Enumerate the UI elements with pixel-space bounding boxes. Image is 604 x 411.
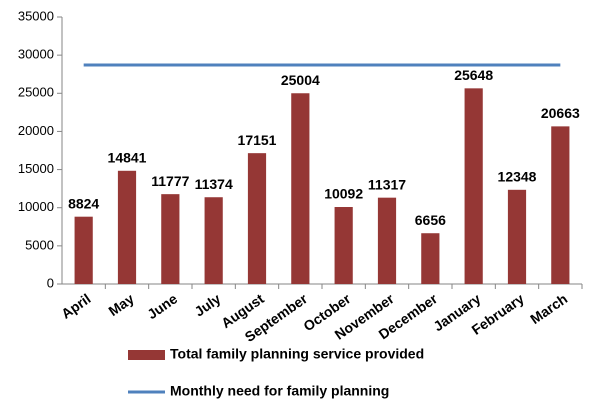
data-label: 11374	[195, 176, 233, 192]
bar	[204, 197, 223, 284]
data-label: 25004	[281, 72, 320, 88]
x-tick-label: May	[105, 290, 137, 319]
bar	[74, 216, 93, 284]
legend-label: Total family planning service provided	[170, 346, 424, 362]
data-label: 14841	[108, 149, 147, 165]
data-label: 11317	[368, 176, 406, 192]
x-tick-label: June	[144, 290, 180, 322]
y-tick-label: 5000	[25, 237, 54, 252]
bar	[291, 93, 310, 284]
bar	[247, 153, 267, 284]
data-label: 11777	[151, 173, 189, 189]
y-tick-label: 30000	[18, 47, 54, 62]
data-label: 20663	[541, 105, 580, 121]
y-tick-label: 25000	[18, 85, 54, 100]
data-label: 12348	[498, 169, 537, 185]
bar	[551, 126, 570, 285]
legend-label: Monthly need for family planning	[170, 383, 389, 399]
x-tick-label: March	[527, 290, 570, 327]
data-label: 17151	[238, 132, 277, 148]
y-tick-label: 15000	[18, 161, 54, 176]
y-tick-label: 20000	[18, 123, 54, 138]
x-tick-label: April	[58, 290, 93, 321]
data-label: 6656	[415, 212, 446, 228]
data-label: 8824	[68, 195, 99, 211]
y-tick-label: 35000	[18, 8, 54, 23]
bar	[161, 194, 180, 284]
data-label: 25648	[454, 67, 493, 83]
x-tick-label: July	[191, 290, 223, 319]
data-label: 10092	[324, 186, 363, 202]
y-tick-label: 0	[47, 275, 54, 290]
bar	[507, 189, 527, 284]
y-tick-label: 10000	[18, 199, 54, 214]
legend-swatch	[128, 350, 165, 360]
bar	[117, 170, 137, 284]
bar	[464, 88, 483, 284]
bar	[377, 197, 397, 284]
bar	[334, 207, 353, 284]
bar	[421, 233, 440, 284]
